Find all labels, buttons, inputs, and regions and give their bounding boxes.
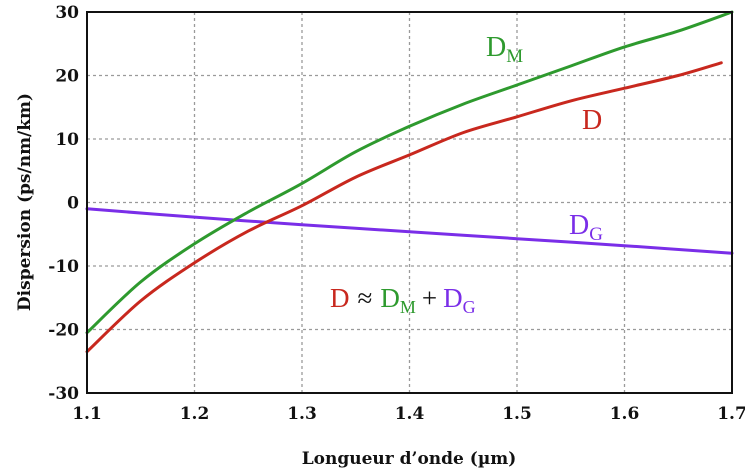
- series-line-d-m: [85, 10, 734, 335]
- y-tick-label: 0: [67, 194, 79, 214]
- y-tick-label: 30: [55, 3, 79, 23]
- equation-annotation: D ≈ DM + DG: [330, 283, 476, 317]
- dg-curve-label: DG: [569, 210, 603, 245]
- x-tick-label: 1.5: [502, 404, 532, 424]
- dm-label-main: D: [486, 32, 506, 63]
- d-curve-label: D: [582, 105, 602, 136]
- equation-dg-sub: G: [463, 297, 476, 317]
- y-tick-label: 10: [55, 130, 79, 150]
- y-tick-label: -20: [48, 321, 79, 341]
- y-tick-label: 20: [55, 67, 79, 87]
- series-line-d-g: [85, 207, 734, 255]
- grid-lines: [87, 12, 732, 393]
- equation-approx: ≈: [358, 283, 373, 313]
- equation-dg: D: [443, 283, 463, 313]
- curves: [85, 10, 734, 354]
- equation-plus: +: [422, 283, 437, 313]
- dm-curve-label: DM: [486, 32, 523, 67]
- x-tick-label: 1.3: [287, 404, 317, 424]
- plot-frame: [86, 11, 733, 394]
- dg-label-sub: G: [589, 224, 603, 245]
- x-tick-label: 1.6: [610, 404, 640, 424]
- y-tick-label: -10: [48, 257, 79, 277]
- x-tick-label: 1.4: [395, 404, 425, 424]
- equation-d: D: [330, 283, 350, 313]
- tick-labels: 1.1 1.2 1.3 1.4 1.5 1.6 1.7 -30 -20 -10 0 10 20 30: [48, 3, 745, 424]
- dg-label-main: D: [569, 210, 589, 241]
- equation-dm-sub: M: [400, 297, 416, 317]
- y-axis-title: Dispersion (ps/nm/km): [15, 93, 35, 311]
- y-tick-label: -30: [48, 384, 79, 404]
- x-axis-title: Longueur d’onde (µm): [302, 449, 517, 469]
- x-tick-label: 1.7: [717, 404, 745, 424]
- dm-label-sub: M: [506, 46, 523, 67]
- d-label-main: D: [582, 105, 602, 136]
- x-tick-label: 1.2: [180, 404, 210, 424]
- series-line-d: [85, 61, 723, 354]
- x-tick-label: 1.1: [72, 404, 102, 424]
- equation-dm: D: [380, 283, 400, 313]
